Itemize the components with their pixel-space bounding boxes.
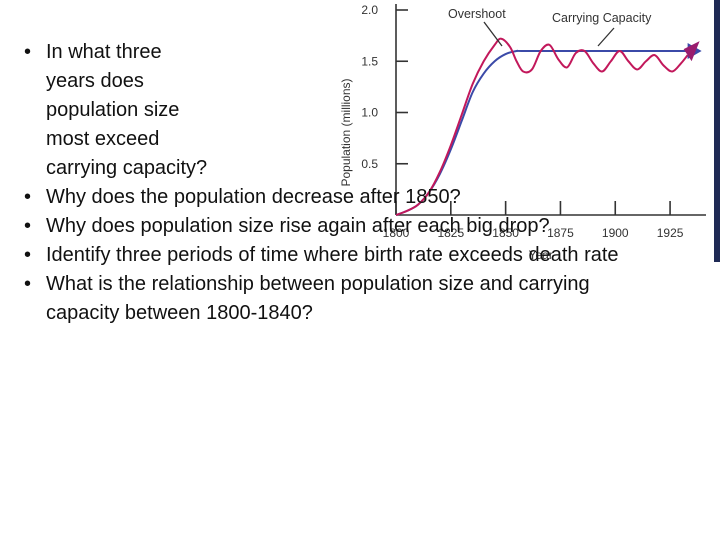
question-list: In what three years does population size…	[24, 38, 664, 328]
overshoot-label: Overshoot	[448, 7, 506, 21]
y-tick-label: 0.5	[361, 157, 378, 171]
slide-edge-bar	[714, 0, 720, 262]
population-arrowhead	[683, 41, 700, 62]
y-tick-label: 1.0	[361, 106, 378, 120]
overshoot-pointer	[483, 21, 503, 47]
question-item: Why does the population decrease after 1…	[24, 183, 664, 212]
y-axis-title: Population (millions)	[339, 78, 353, 186]
question-item: What is the relationship between populat…	[24, 270, 664, 328]
question-item: Identify three periods of time where bir…	[24, 241, 664, 270]
population-line	[395, 37, 689, 216]
y-tick-label: 1.5	[361, 54, 378, 68]
capacity-label: Carrying Capacity	[552, 11, 652, 25]
question-item: Why does population size rise again afte…	[24, 212, 664, 241]
capacity-pointer	[597, 27, 615, 47]
y-tick-label: 2.0	[361, 3, 378, 17]
question-item: In what three years does population size…	[24, 38, 216, 183]
